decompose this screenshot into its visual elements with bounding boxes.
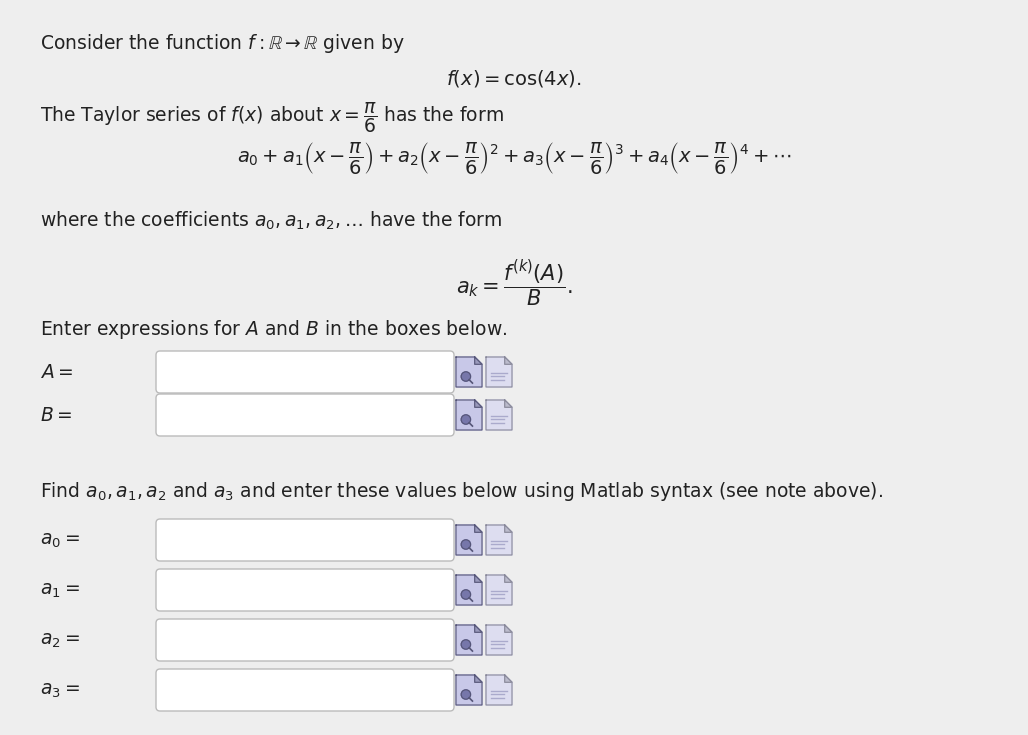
FancyBboxPatch shape <box>156 569 454 611</box>
Polygon shape <box>486 575 512 605</box>
Text: where the coefficients $a_0, a_1, a_2, \ldots$ have the form: where the coefficients $a_0, a_1, a_2, \… <box>40 210 503 232</box>
Polygon shape <box>456 625 482 655</box>
Text: $A =$: $A =$ <box>40 362 73 381</box>
Text: $a_k = \dfrac{f^{(k)}(A)}{B}.$: $a_k = \dfrac{f^{(k)}(A)}{B}.$ <box>455 258 573 309</box>
Polygon shape <box>505 625 512 632</box>
Polygon shape <box>475 525 482 532</box>
Polygon shape <box>456 400 482 430</box>
Polygon shape <box>456 525 482 555</box>
Text: Enter expressions for $A$ and $B$ in the boxes below.: Enter expressions for $A$ and $B$ in the… <box>40 318 508 341</box>
Polygon shape <box>505 400 512 407</box>
Polygon shape <box>456 675 482 705</box>
Text: $a_3 =$: $a_3 =$ <box>40 681 80 700</box>
Polygon shape <box>486 525 512 555</box>
Polygon shape <box>505 357 512 365</box>
Circle shape <box>462 539 471 549</box>
Polygon shape <box>486 400 512 430</box>
Circle shape <box>462 589 471 599</box>
Polygon shape <box>486 675 512 705</box>
Circle shape <box>462 415 471 424</box>
Text: $a_0 + a_1\left(x - \dfrac{\pi}{6}\right) + a_2\left(x - \dfrac{\pi}{6}\right)^2: $a_0 + a_1\left(x - \dfrac{\pi}{6}\right… <box>236 140 792 176</box>
Text: $a_2 =$: $a_2 =$ <box>40 631 80 650</box>
Text: $f(x) = \cos(4x).$: $f(x) = \cos(4x).$ <box>446 68 582 89</box>
Polygon shape <box>475 675 482 682</box>
FancyBboxPatch shape <box>156 394 454 436</box>
Text: Find $a_0, a_1, a_2$ and $a_3$ and enter these values below using Matlab syntax : Find $a_0, a_1, a_2$ and $a_3$ and enter… <box>40 480 883 503</box>
Polygon shape <box>505 675 512 682</box>
FancyBboxPatch shape <box>156 351 454 393</box>
Text: $a_0 =$: $a_0 =$ <box>40 531 80 550</box>
Text: Consider the function $f : \mathbb{R} \rightarrow \mathbb{R}$ given by: Consider the function $f : \mathbb{R} \r… <box>40 32 405 55</box>
Circle shape <box>462 372 471 381</box>
FancyBboxPatch shape <box>156 669 454 711</box>
Text: The Taylor series of $f(x)$ about $x = \dfrac{\pi}{6}$ has the form: The Taylor series of $f(x)$ about $x = \… <box>40 100 504 135</box>
Text: $B =$: $B =$ <box>40 406 72 425</box>
Polygon shape <box>475 625 482 632</box>
Polygon shape <box>486 357 512 387</box>
Polygon shape <box>475 400 482 407</box>
Polygon shape <box>475 357 482 365</box>
Polygon shape <box>505 525 512 532</box>
Text: $a_1 =$: $a_1 =$ <box>40 581 80 600</box>
Polygon shape <box>456 357 482 387</box>
Polygon shape <box>505 575 512 582</box>
Circle shape <box>462 640 471 649</box>
Polygon shape <box>456 575 482 605</box>
FancyBboxPatch shape <box>156 619 454 661</box>
Circle shape <box>462 690 471 699</box>
FancyBboxPatch shape <box>156 519 454 561</box>
Polygon shape <box>486 625 512 655</box>
Polygon shape <box>475 575 482 582</box>
